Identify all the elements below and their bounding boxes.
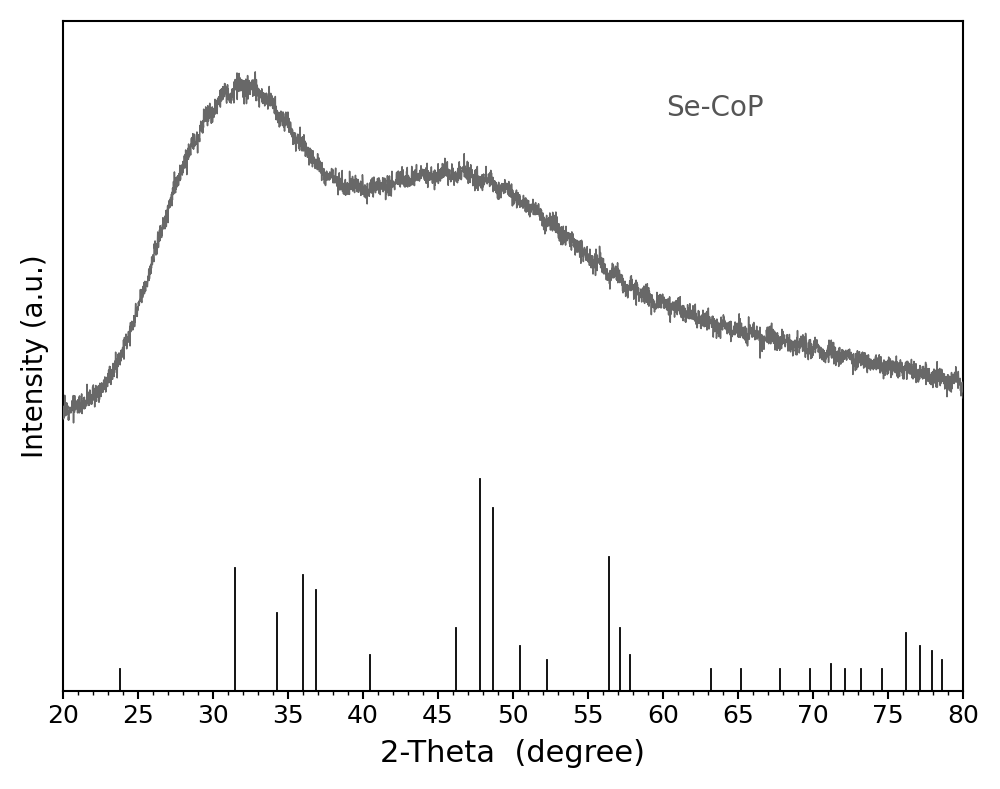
X-axis label: 2-Theta  (degree): 2-Theta (degree) — [380, 739, 645, 768]
Text: Se-CoP: Se-CoP — [666, 94, 764, 122]
Y-axis label: Intensity (a.u.): Intensity (a.u.) — [21, 254, 49, 458]
